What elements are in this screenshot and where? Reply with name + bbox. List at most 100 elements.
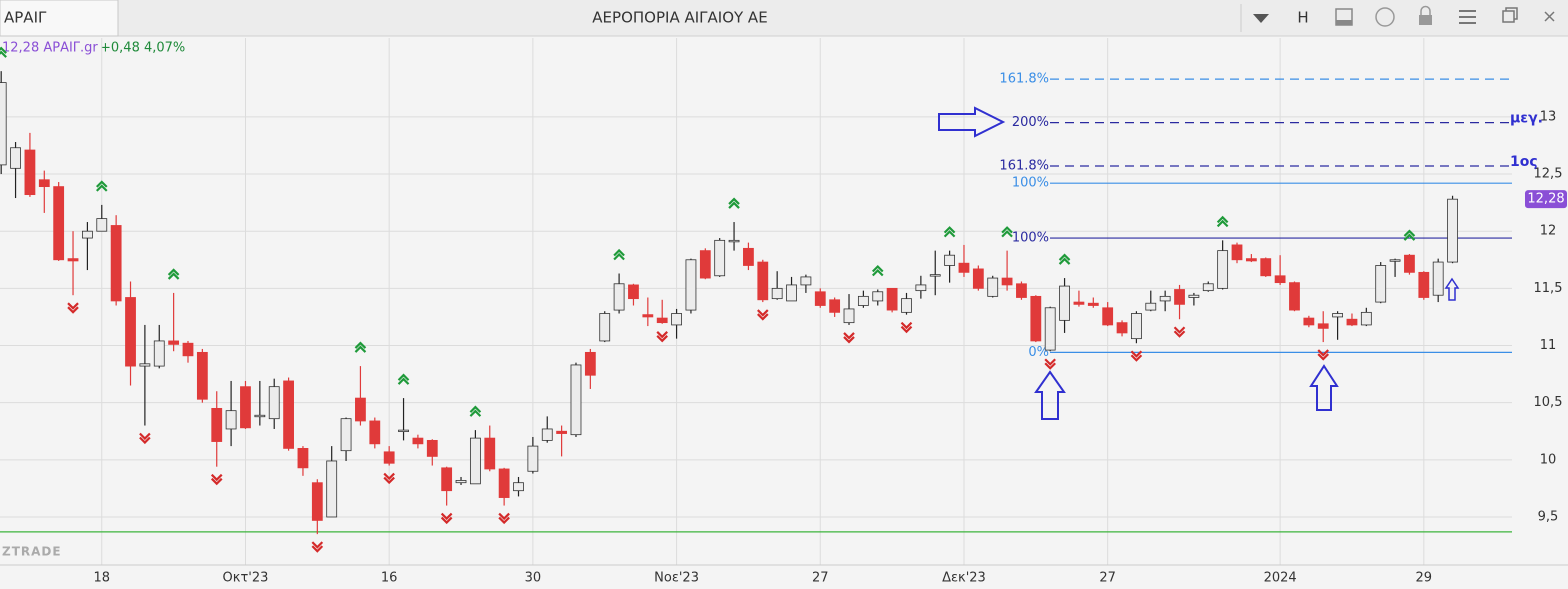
candle-body [1059, 285, 1070, 321]
candle-body [1289, 282, 1300, 311]
candle-body [211, 407, 223, 442]
candle-body [1274, 275, 1286, 284]
candle-body [1346, 318, 1358, 326]
candle-body [168, 340, 180, 345]
candle-body [196, 351, 208, 400]
lock-icon[interactable] [1419, 15, 1432, 25]
candle-body [527, 445, 539, 472]
y-tick-label: 9,5 [1538, 509, 1559, 524]
candle-body [987, 277, 999, 297]
candle-body [613, 283, 625, 311]
candle-body [283, 380, 294, 449]
x-tick-label: 16 [381, 571, 398, 586]
candle-body [254, 414, 266, 418]
candle-body [656, 317, 668, 324]
candle-body [843, 308, 855, 324]
y-tick-label: 13 [1540, 109, 1557, 124]
menu-icon[interactable] [1459, 10, 1476, 24]
restore-icon[interactable] [1502, 10, 1515, 23]
candle-body [1102, 307, 1114, 326]
watermark: ZTRADE [2, 545, 62, 559]
sell-signal [1317, 349, 1329, 361]
candle-body [1159, 295, 1171, 302]
buy-signal [1058, 253, 1071, 265]
candle-body [786, 284, 797, 302]
candle-body [326, 460, 338, 518]
candle-body [599, 313, 611, 342]
buy-signal [354, 341, 367, 353]
dropdown-icon[interactable] [1253, 14, 1269, 23]
fib-label: 161.8% [999, 159, 1049, 174]
candle-body [369, 420, 381, 445]
candle-body [872, 291, 884, 302]
fib-side-label: μεγ. [1510, 111, 1543, 127]
candle-body [10, 147, 21, 169]
x-tick-label: 2024 [1264, 571, 1297, 586]
buy-signal [871, 264, 884, 277]
sell-signal [656, 331, 668, 343]
candle-body [972, 268, 984, 289]
annotations [938, 106, 1460, 420]
candle-body [139, 363, 151, 367]
sell-signal [210, 473, 223, 486]
candle-body [699, 250, 711, 279]
candle-body [0, 82, 7, 166]
quote-icon[interactable] [1375, 7, 1395, 27]
annotation-arrow [1444, 277, 1460, 301]
buy-signal [613, 248, 625, 261]
candle-body [426, 439, 438, 457]
y-tick-label: 11 [1540, 338, 1557, 353]
candle-body [1174, 289, 1185, 305]
candle-body [1360, 311, 1372, 326]
candle-body [1044, 307, 1056, 351]
h-button[interactable]: H [1297, 9, 1308, 27]
last-price-label: 12,28 [1527, 192, 1564, 207]
candle-body [1260, 258, 1272, 277]
candle-body [110, 225, 122, 302]
close-icon[interactable] [1544, 11, 1555, 22]
title-bar [0, 0, 1568, 36]
candle-body [1202, 283, 1214, 292]
buy-signal [1403, 229, 1416, 241]
candle-body [1217, 250, 1229, 289]
candle-body [1231, 244, 1243, 261]
candle-body [498, 468, 510, 498]
candle-body [24, 149, 36, 196]
candle-body [771, 287, 783, 300]
sell-signal [1130, 350, 1143, 362]
candle-body [915, 284, 927, 292]
info-change: +0,48 4,07% [100, 41, 185, 56]
y-tick-label: 10 [1540, 452, 1557, 467]
candle-body [469, 437, 481, 485]
panel-icon-bar [1336, 20, 1352, 25]
candle-body [355, 397, 366, 422]
sell-signal [1173, 326, 1186, 338]
candle-body [513, 482, 524, 492]
x-tick-label: Δεκ'23 [942, 571, 986, 586]
sell-signal [1044, 358, 1056, 370]
candle-body [901, 298, 912, 313]
candle-body [800, 276, 812, 286]
candle-body [829, 299, 841, 313]
candle-body [1116, 322, 1128, 334]
candle-body [38, 179, 50, 188]
sell-signal [900, 321, 913, 334]
annotation-arrow [1034, 370, 1066, 420]
sell-signal [843, 332, 855, 344]
candle-body [96, 218, 108, 232]
candle-body [714, 239, 726, 277]
fib-side-label: 1ος [1510, 154, 1538, 170]
candle-body [455, 480, 467, 484]
fib-label: 0% [1028, 345, 1049, 360]
candle-body [584, 351, 596, 376]
candle-body [728, 239, 740, 243]
candle-body [1188, 294, 1200, 298]
candle-body [441, 467, 453, 492]
candle-body [1418, 271, 1430, 298]
annotation-arrow [1309, 364, 1339, 411]
candle-body [1447, 198, 1458, 263]
symbol-box[interactable] [0, 0, 119, 37]
candle-body [1030, 295, 1042, 342]
